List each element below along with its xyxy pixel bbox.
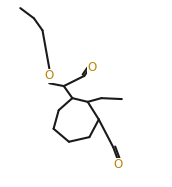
Text: O: O xyxy=(87,61,97,74)
Text: O: O xyxy=(45,69,54,82)
Text: O: O xyxy=(114,158,123,171)
